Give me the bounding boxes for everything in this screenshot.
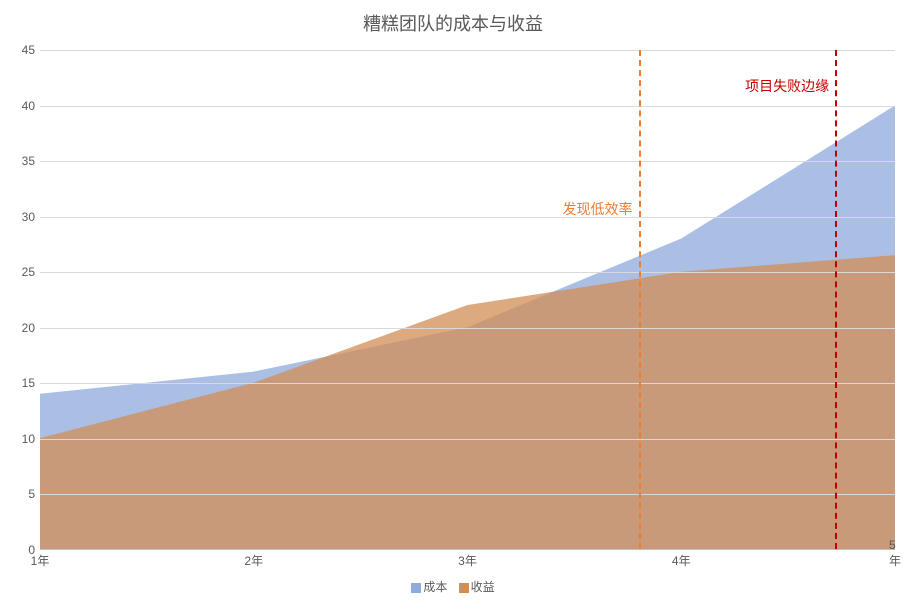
y-tick-label: 30 xyxy=(10,210,35,224)
annotation-line xyxy=(639,50,641,549)
annotation-label: 发现低效率 xyxy=(563,199,633,219)
gridline xyxy=(40,50,895,51)
gridline xyxy=(40,272,895,273)
legend: 成本 收益 xyxy=(0,578,906,595)
legend-label-cost: 成本 xyxy=(423,580,447,594)
x-tick-label: 5年 xyxy=(889,538,901,569)
annotation-label: 项目失败边缘 xyxy=(745,76,829,96)
y-tick-label: 15 xyxy=(10,376,35,390)
y-tick-label: 5 xyxy=(10,487,35,501)
y-tick-label: 35 xyxy=(10,154,35,168)
y-tick-label: 45 xyxy=(10,43,35,57)
chart-title: 糟糕团队的成本与收益 xyxy=(0,10,906,36)
x-tick-label: 1年 xyxy=(31,552,50,569)
legend-label-revenue: 收益 xyxy=(471,580,495,594)
chart-container: 糟糕团队的成本与收益 0510152025303540451年2年3年4年5年发… xyxy=(0,0,906,603)
x-tick-label: 3年 xyxy=(458,552,477,569)
gridline xyxy=(40,494,895,495)
gridline xyxy=(40,161,895,162)
y-tick-label: 25 xyxy=(10,265,35,279)
y-tick-label: 40 xyxy=(10,99,35,113)
gridline xyxy=(40,328,895,329)
y-tick-label: 10 xyxy=(10,432,35,446)
gridline xyxy=(40,383,895,384)
legend-item-cost: 成本 xyxy=(411,578,447,595)
plot-area: 0510152025303540451年2年3年4年5年发现低效率项目失败边缘 xyxy=(40,50,895,550)
area-layer xyxy=(40,50,895,549)
gridline xyxy=(40,217,895,218)
gridline xyxy=(40,439,895,440)
gridline xyxy=(40,106,895,107)
legend-swatch-revenue xyxy=(459,583,469,593)
annotation-line xyxy=(835,50,837,549)
y-tick-label: 20 xyxy=(10,321,35,335)
legend-item-revenue: 收益 xyxy=(459,578,495,595)
legend-swatch-cost xyxy=(411,583,421,593)
x-tick-label: 4年 xyxy=(672,552,691,569)
x-tick-label: 2年 xyxy=(244,552,263,569)
